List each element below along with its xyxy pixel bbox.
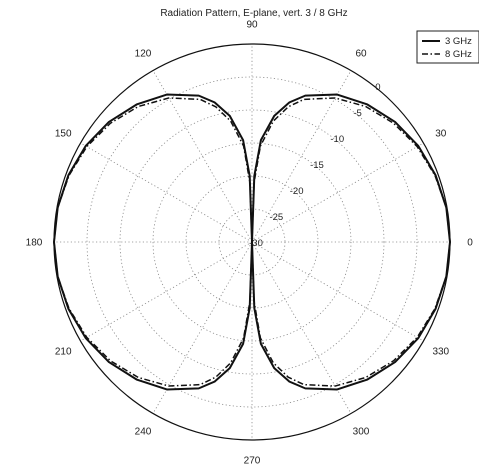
radial-tick-label: -25 [269, 212, 283, 223]
angle-tick-label: 90 [246, 20, 258, 31]
grid-spoke [152, 241, 253, 414]
grid-circle [86, 76, 418, 408]
angle-tick-label: 30 [435, 129, 447, 140]
radial-tick-label: -30 [249, 238, 263, 249]
angle-tick-label: 300 [353, 426, 370, 437]
angle-tick-label: 0 [467, 238, 473, 249]
grid-circle [152, 142, 352, 342]
radial-tick-label: 0 [375, 82, 380, 93]
grid-spoke [251, 241, 352, 414]
grid-spoke [80, 241, 253, 342]
radial-tick-label: -20 [290, 186, 304, 197]
legend-box [416, 30, 479, 64]
grid-spoke [251, 70, 352, 243]
angle-tick-label: 120 [135, 49, 152, 60]
grid-spoke [152, 70, 253, 243]
angle-tick-label: 330 [432, 347, 449, 358]
chart-title: Radiation Pattern, E-plane, vert. 3 / 8 … [160, 8, 347, 19]
legend: 3 GHz 8 GHz [416, 30, 479, 64]
angle-tick-label: 210 [55, 347, 72, 358]
grid-spoke [251, 241, 424, 342]
series-group [53, 93, 451, 391]
legend-label-8ghz: 8 GHz [445, 49, 472, 60]
grid-circle [119, 109, 385, 375]
angle-tick-label: 240 [135, 426, 152, 437]
legend-label-3ghz: 3 GHz [445, 36, 472, 47]
radial-labels: 0 -5 -10 -15 -20 -25 -30 [249, 82, 380, 249]
radial-tick-label: -5 [353, 108, 361, 119]
angle-tick-label: 150 [55, 129, 72, 140]
series-line-8ghz [53, 97, 451, 387]
radial-tick-label: -10 [330, 134, 344, 145]
angle-labels: 0 30 60 90 120 150 180 210 240 270 300 330 [26, 20, 474, 464]
grid-spoke [80, 142, 253, 243]
angle-tick-label: 60 [355, 49, 367, 60]
radial-tick-label: -15 [310, 160, 324, 171]
grid-spoke [251, 142, 424, 243]
angle-tick-label: 270 [244, 456, 261, 464]
angle-tick-label: 180 [26, 238, 43, 249]
polar-grid [53, 43, 451, 441]
